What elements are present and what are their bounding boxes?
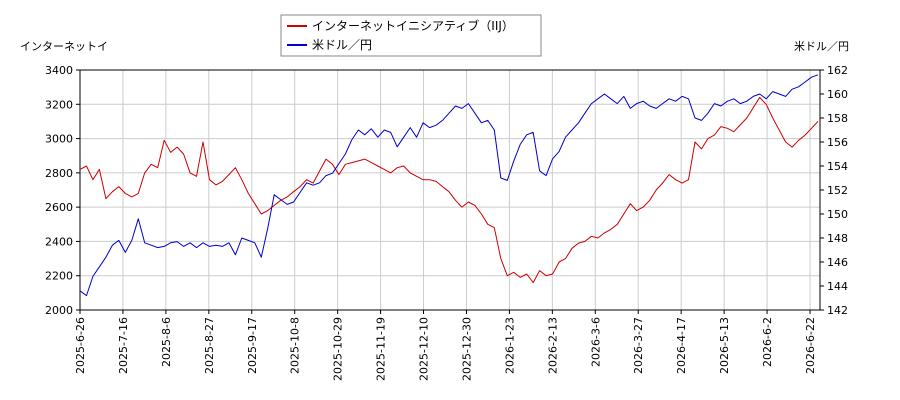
left-tick-label: 3400 [45,64,73,77]
x-tick-label: 2025-12-30 [460,317,473,381]
x-tick-label: 2026-3-27 [632,317,645,374]
right-tick-label: 160 [827,88,848,101]
x-tick-label: 2026-4-17 [675,317,688,374]
left-axis-title: インターネットイ [20,40,108,53]
x-tick-label: 2025-11-19 [375,317,388,381]
grid-layer [79,69,820,311]
x-tick-label: 2025-6-26 [74,317,87,374]
left-tick-label: 2800 [45,167,73,180]
right-tick-label: 144 [827,280,848,293]
plot-frame [79,69,821,311]
x-axis-ticks: 2025-6-26 2025-7-16 2025-8-6 2025-8-27 2025-… [74,310,817,381]
x-tick-label: 2025-7-16 [117,317,130,374]
x-tick-label: 2026-6-22 [804,317,817,374]
legend-box [280,14,542,57]
x-tick-label: 2025-10-8 [289,317,302,374]
series-line-iij [79,96,819,284]
right-tick-label: 158 [827,112,848,125]
legend-label-iij: インターネットイニシアティブ（IIJ） [312,18,514,33]
x-tick-label: 2025-9-17 [246,317,259,374]
right-tick-label: 150 [827,208,848,221]
right-tick-label: 152 [827,184,848,197]
left-tick-label: 3000 [45,133,73,146]
left-tick-label: 2000 [45,304,73,317]
series-layer [79,74,819,297]
right-tick-label: 156 [827,136,848,149]
x-tick-label: 2026-1-23 [503,317,516,374]
right-tick-label: 154 [827,160,848,173]
right-axis-ticks: 142 144 146 148 150 152 154 156 158 160 162 [820,64,848,317]
left-tick-label: 3200 [45,98,73,111]
x-tick-label: 2025-8-27 [203,317,216,374]
left-tick-label: 2600 [45,201,73,214]
x-tick-label: 2026-6-2 [761,317,774,367]
x-tick-label: 2025-8-6 [160,317,173,367]
right-tick-label: 162 [827,64,848,77]
right-axis-title: 米ドル／円 [794,40,849,53]
right-tick-label: 148 [827,232,848,245]
x-tick-label: 2025-12-10 [418,317,431,381]
x-tick-label: 2026-5-13 [718,317,731,374]
left-tick-label: 2200 [45,270,73,283]
legend-label-usdjpy: 米ドル／円 [312,38,372,52]
x-tick-label: 2026-2-13 [546,317,559,374]
x-tick-label: 2025-10-29 [332,317,345,381]
left-axis-ticks: 2000 2200 2400 2600 2800 3000 3200 3400 [45,64,80,317]
left-tick-label: 2400 [45,235,73,248]
right-tick-label: 146 [827,256,848,269]
right-tick-label: 142 [827,304,848,317]
series-line-usdjpy [79,74,819,297]
legend: インターネットイニシアティブ（IIJ） 米ドル／円 [280,14,542,57]
x-tick-label: 2026-3-6 [589,317,602,367]
